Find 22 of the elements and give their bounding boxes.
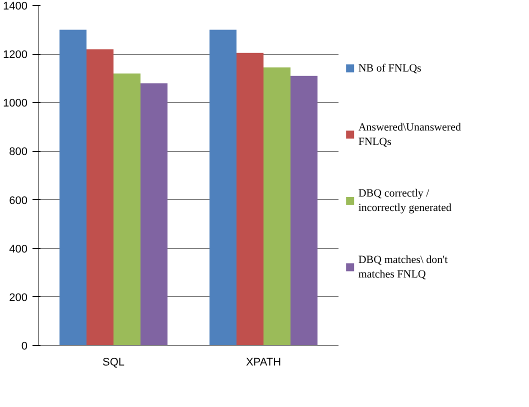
x-tick-label: SQL: [102, 356, 125, 368]
y-tick-label: 0: [21, 340, 28, 352]
bar: [236, 52, 264, 346]
legend-label: Answered\Unanswered FNLQs: [358, 121, 462, 148]
y-tick-label: 800: [9, 146, 28, 158]
y-tick-label: 1000: [3, 98, 28, 110]
bar: [264, 67, 290, 346]
legend-label: DBQ correctly / incorrectly generated: [358, 188, 452, 214]
bar: [86, 49, 114, 346]
y-tick-label: 400: [9, 243, 28, 256]
y-tick-label: 1400: [3, 0, 28, 12]
bar: [114, 74, 140, 346]
bar: [290, 76, 318, 346]
legend-label: DBQ matches\ don't matches FNLQ: [358, 254, 448, 280]
bar: [140, 83, 168, 346]
x-tick-label: XPATH: [246, 356, 282, 368]
legend-label: NB of FNLQs: [358, 62, 422, 74]
y-tick-label: 200: [9, 292, 28, 304]
y-tick-label: 1200: [3, 49, 28, 62]
y-tick-label: 600: [9, 194, 28, 207]
bar: [210, 30, 236, 346]
bar: [60, 30, 86, 346]
